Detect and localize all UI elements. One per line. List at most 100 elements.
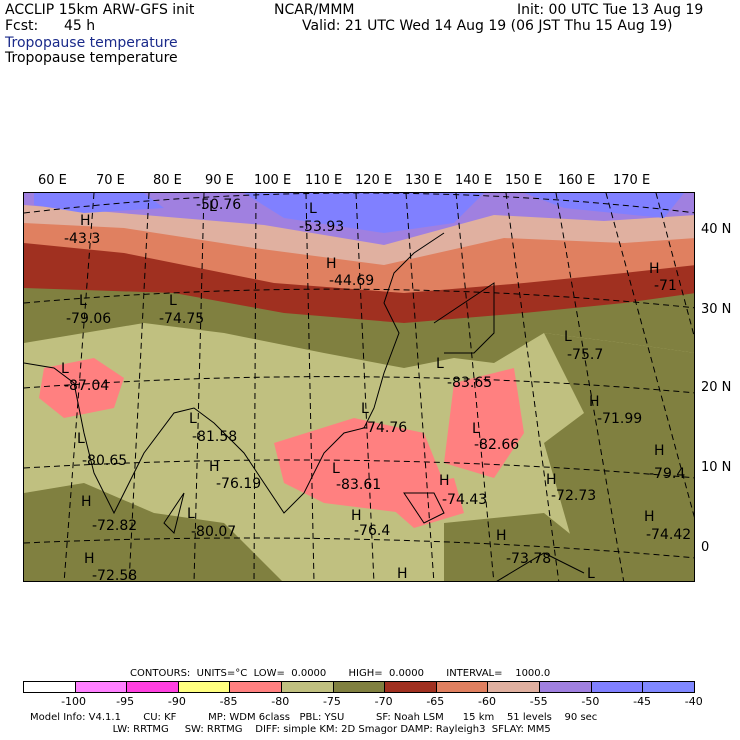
map-marker-type: H [397,566,408,582]
map-marker-value: -44.69 [329,273,374,289]
map-marker-value: -53.93 [299,219,344,235]
color-bar-segment [385,682,437,692]
map-marker-type: L [209,199,217,215]
map-marker-type: L [436,356,444,372]
map-marker-type: H [546,472,557,488]
color-bar-tick-label: -85 [219,695,238,708]
map-marker-type: L [564,329,572,345]
lat-label: 30 N [701,302,732,317]
map-marker-value: -71.99 [597,411,642,427]
color-bar-tick-label: -55 [529,695,548,708]
color-bar-tick-label: -40 [684,695,703,708]
color-bar-segment [488,682,541,692]
color-bar-tick-label: -80 [271,695,290,708]
lon-label: 80 E [153,173,182,188]
color-bar-segment [24,682,76,692]
lon-label: 100 E [254,173,292,188]
shade-minus45 [34,193,684,233]
field-title-secondary: Tropopause temperature [5,50,178,66]
org-label: NCAR/MMM [274,2,355,18]
lon-label: 110 E [305,173,343,188]
tropopause-temperature-map: H -43.3 L -50.76 L -53.93 H -44.69 L -79… [23,192,695,582]
map-marker-value: -73.78 [506,551,551,567]
map-marker-type: H [649,261,660,277]
map-marker-value: -71 [654,278,677,294]
init-time: Init: 00 UTC Tue 13 Aug 19 [517,2,704,18]
map-marker-value: -72.82 [92,518,137,534]
graticule [24,193,694,581]
color-bar-tick-label: -60 [478,695,496,708]
map-marker-value: -72.58 [92,568,137,582]
map-marker-type: L [472,421,480,437]
map-marker-type: H [209,459,220,475]
map-marker-value: -72.73 [551,488,596,504]
map-marker-type: H [654,443,665,459]
map-marker-value: -43.3 [64,231,100,247]
map-marker-value: -50.76 [196,197,241,213]
map-marker-type: H [326,256,337,272]
map-marker-type: H [496,528,507,544]
map-marker-value: -76.4 [354,523,390,539]
map-marker-value: -79.06 [66,311,111,327]
map-marker-type: L [79,293,87,309]
map-marker-type: H [84,551,95,567]
shade-minus70-east [544,333,694,581]
map-marker-value: -74.43 [442,492,487,508]
map-marker-type: L [169,293,177,309]
fcst-label: Fcst: [5,18,39,34]
lon-label: 60 E [38,173,67,188]
color-bar-segment [643,682,694,692]
contour-info: CONTOURS: UNITS=°C LOW= 0.0000 HIGH= 0.0… [130,668,551,679]
color-bar-tick-label: -75 [322,695,341,708]
lon-label: 140 E [455,173,493,188]
fcst-value: 45 h [64,18,96,34]
map-marker-value: -75.7 [567,347,603,363]
lon-label: 120 E [355,173,393,188]
shade-minus65 [24,233,694,323]
map-marker-value: -76.19 [216,476,261,492]
lon-label: 150 E [505,173,543,188]
lon-label: 160 E [558,173,596,188]
map-marker-value: -74.75 [159,311,204,327]
map-marker-type: L [309,201,317,217]
color-bar-segment [178,682,231,692]
shade-minus80-wp [444,368,524,478]
color-bar-tick-label: -90 [167,695,186,708]
map-marker-type: L [189,411,197,427]
map-marker-type: H [81,494,92,510]
color-bar-segment [230,682,283,692]
map-marker-type: H [351,508,362,524]
shade-minus60 [24,213,694,293]
color-bar [23,681,695,693]
map-marker-value: -80.07 [191,524,236,540]
map-marker-value: -87.04 [64,378,109,394]
model-info-line1: Model Info: V4.1.1 CU: KF MP: WDM 6class… [30,712,598,723]
color-bar-segment [540,682,592,692]
shade-minus70-sw [24,483,282,581]
color-bar-tick-label: -100 [61,695,87,708]
model-title: ACCLIP 15km ARW-GFS init [5,2,195,18]
map-marker-type: L [61,361,69,377]
color-bar-segment [75,682,128,692]
lon-label: 170 E [613,173,651,188]
map-marker-type: L [332,461,340,477]
model-info-line2: LW: RRTMG SW: RRTMG DIFF: simple KM: 2D … [30,724,551,735]
map-marker-type: L [361,401,369,417]
color-bar-tick-label: -45 [633,695,652,708]
color-bar-segment [282,682,334,692]
map-marker-type: H [589,394,600,410]
color-bar-tick-label: -50 [581,695,600,708]
map-marker-type: L [77,431,85,447]
color-bar-segment [127,682,179,692]
color-bar-segment [333,682,386,692]
map-marker-value: -81.58 [192,429,237,445]
lon-label: 130 E [405,173,443,188]
map-marker-value: -83.61 [336,477,381,493]
color-bar-segment [591,682,644,692]
lat-label: 40 N [701,222,732,237]
map-marker-value: -82.66 [474,437,519,453]
field-title-primary: Tropopause temperature [5,35,178,51]
valid-time: Valid: 21 UTC Wed 14 Aug 19 (06 JST Thu … [302,18,673,34]
lat-label: 10 N [701,460,732,475]
map-marker-value: -74.76 [362,420,407,436]
